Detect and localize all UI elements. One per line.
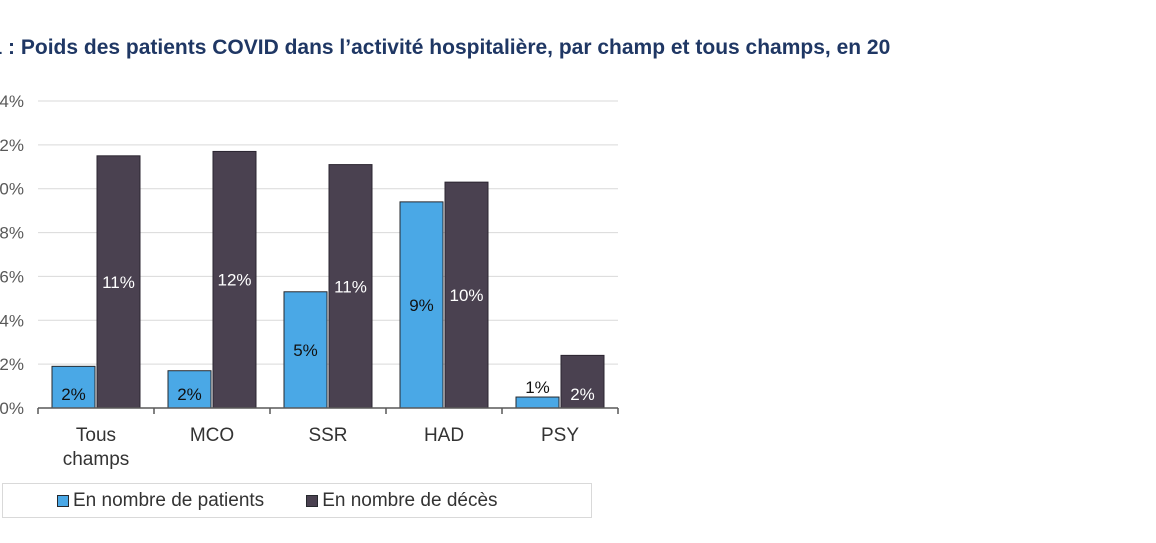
chart-title: ure 1 : Poids des patients COVID dans l’… [0,36,891,59]
bar-deces [560,354,605,409]
category-label: HAD [424,425,464,446]
data-label-patients: 2% [177,385,202,404]
y-tick-label: 10% [0,180,24,199]
y-tick-label: 8% [0,224,24,243]
category-labels: Tous champs MCO SSR HAD PSY [63,425,580,470]
y-axis-ticks: 0% 2% 4% 6% 8% 10% 12% 14% [0,92,24,418]
y-tick-label: 6% [0,267,24,286]
data-label-deces: 11% [334,277,367,296]
category-label: MCO [190,425,234,446]
data-label-deces: 10% [449,286,483,305]
legend-item-deces: En nombre de décès [306,489,498,512]
legend-item-patients: En nombre de patients [57,490,264,512]
y-tick-label: 2% [0,355,24,374]
category-label: SSR [308,425,347,446]
category-label: Tous champs [63,425,130,470]
bar-deces [212,150,257,409]
bar-deces [444,181,489,409]
bar-deces [96,155,141,409]
data-label-deces: 12% [217,271,251,290]
bar-deces [328,164,373,409]
category-label: PSY [541,425,579,446]
data-labels: 2% 11% 2% 12% 5% 11% 9% 10% 1% 2% [61,271,595,404]
bar-patients [515,396,560,409]
data-label-deces: 2% [570,385,595,404]
gridlines [38,100,618,365]
y-tick-label: 12% [0,136,24,155]
y-tick-label: 14% [0,92,24,111]
data-label-deces: 11% [102,273,135,292]
data-label-patients: 2% [61,385,86,404]
x-axis [37,407,619,414]
legend-label-deces: En nombre de décès [322,489,498,511]
legend-swatch-patients [57,494,69,507]
bars [51,150,605,409]
legend-swatch-deces [306,494,319,507]
y-tick-label: 4% [0,311,24,330]
legend-label-patients: En nombre de patients [73,489,265,511]
legend: En nombre de patients En nombre de décès [2,483,592,518]
data-label-patients: 5% [293,341,318,360]
data-label-patients: 9% [409,296,434,315]
y-tick-label: 0% [0,399,24,418]
data-label-patients: 1% [525,378,550,397]
